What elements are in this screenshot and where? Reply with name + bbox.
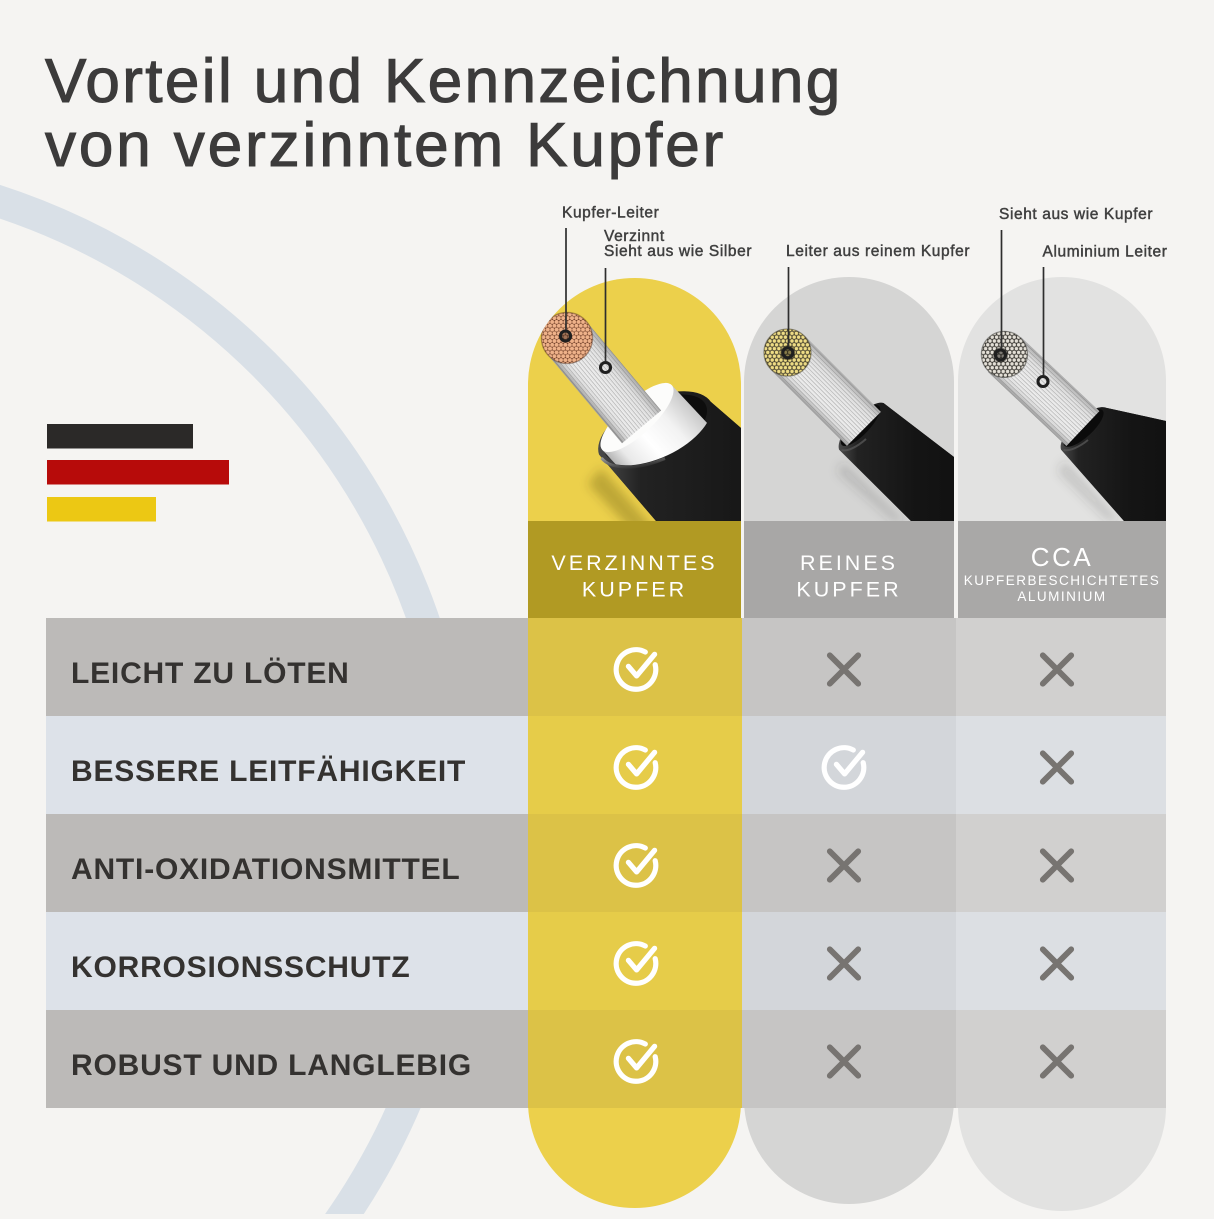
svg-text:ALUMINIUM: ALUMINIUM: [1017, 589, 1106, 604]
svg-text:REINES: REINES: [800, 551, 898, 575]
svg-text:BESSERE LEITFÄHIGKEIT: BESSERE LEITFÄHIGKEIT: [71, 755, 466, 788]
svg-text:VERZINNTES: VERZINNTES: [551, 551, 717, 575]
svg-text:Leiter aus reinem Kupfer: Leiter aus reinem Kupfer: [786, 243, 970, 260]
svg-text:von verzinntem Kupfer: von verzinntem Kupfer: [45, 111, 726, 180]
svg-text:Aluminium Leiter: Aluminium Leiter: [1043, 244, 1168, 261]
svg-text:Kupfer-Leiter: Kupfer-Leiter: [562, 205, 659, 222]
svg-text:ROBUST UND LANGLEBIG: ROBUST UND LANGLEBIG: [71, 1049, 472, 1082]
svg-text:KUPFERBESCHICHTETES: KUPFERBESCHICHTETES: [964, 573, 1161, 588]
svg-text:KUPFER: KUPFER: [796, 578, 901, 602]
svg-text:ANTI-OXIDATIONSMITTEL: ANTI-OXIDATIONSMITTEL: [71, 853, 461, 886]
svg-text:KORROSIONSSCHUTZ: KORROSIONSSCHUTZ: [71, 951, 410, 984]
svg-text:Sieht aus wie Kupfer: Sieht aus wie Kupfer: [999, 206, 1153, 223]
svg-text:Verzinnt: Verzinnt: [604, 228, 665, 245]
svg-text:Sieht aus wie Silber: Sieht aus wie Silber: [604, 243, 752, 260]
svg-text:KUPFER: KUPFER: [582, 578, 687, 602]
svg-text:LEICHT ZU LÖTEN: LEICHT ZU LÖTEN: [71, 657, 350, 690]
svg-text:CCA: CCA: [1031, 542, 1093, 572]
svg-text:Vorteil und Kennzeichnung: Vorteil und Kennzeichnung: [45, 47, 843, 116]
